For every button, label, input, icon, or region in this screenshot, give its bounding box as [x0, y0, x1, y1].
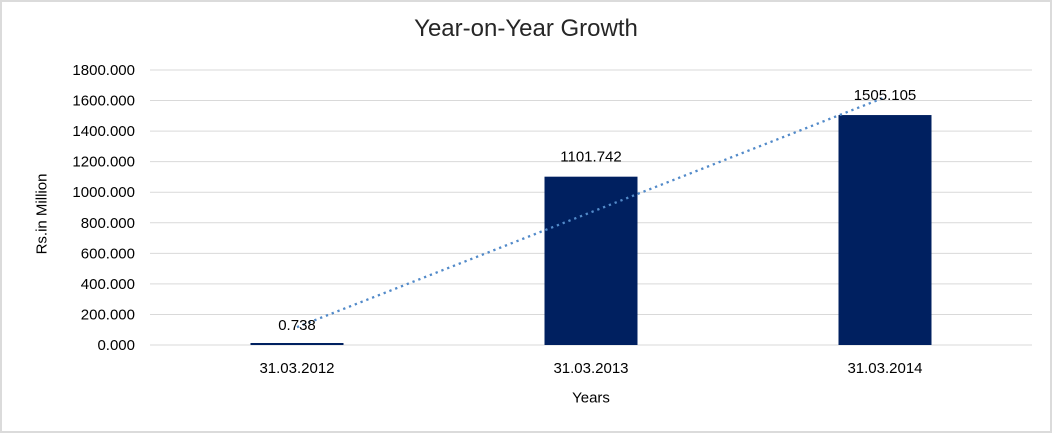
bar	[250, 343, 344, 345]
x-tick-label: 31.03.2014	[847, 360, 922, 377]
data-label: 1101.742	[560, 149, 621, 166]
x-tick-label: 31.03.2013	[553, 360, 628, 377]
y-tick-label: 1000.000	[72, 184, 135, 201]
x-axis-title: Years	[572, 389, 610, 407]
chart-title: Year-on-Year Growth	[414, 15, 638, 42]
y-tick-label: 200.000	[81, 306, 135, 323]
x-tick-label: 31.03.2012	[259, 360, 334, 377]
y-tick-label: 0.000	[97, 337, 135, 354]
y-tick-label: 1200.000	[72, 154, 135, 171]
y-tick-label: 400.000	[81, 276, 135, 293]
y-tick-label: 600.000	[81, 245, 135, 262]
y-tick-label: 1800.000	[72, 62, 135, 79]
data-label: 0.738	[278, 317, 316, 334]
y-tick-label: 800.000	[81, 215, 135, 232]
data-label: 1505.105	[854, 87, 917, 104]
bar	[838, 115, 932, 345]
bar	[544, 176, 638, 345]
y-tick-label: 1600.000	[72, 93, 135, 110]
y-tick-label: 1400.000	[72, 123, 135, 140]
